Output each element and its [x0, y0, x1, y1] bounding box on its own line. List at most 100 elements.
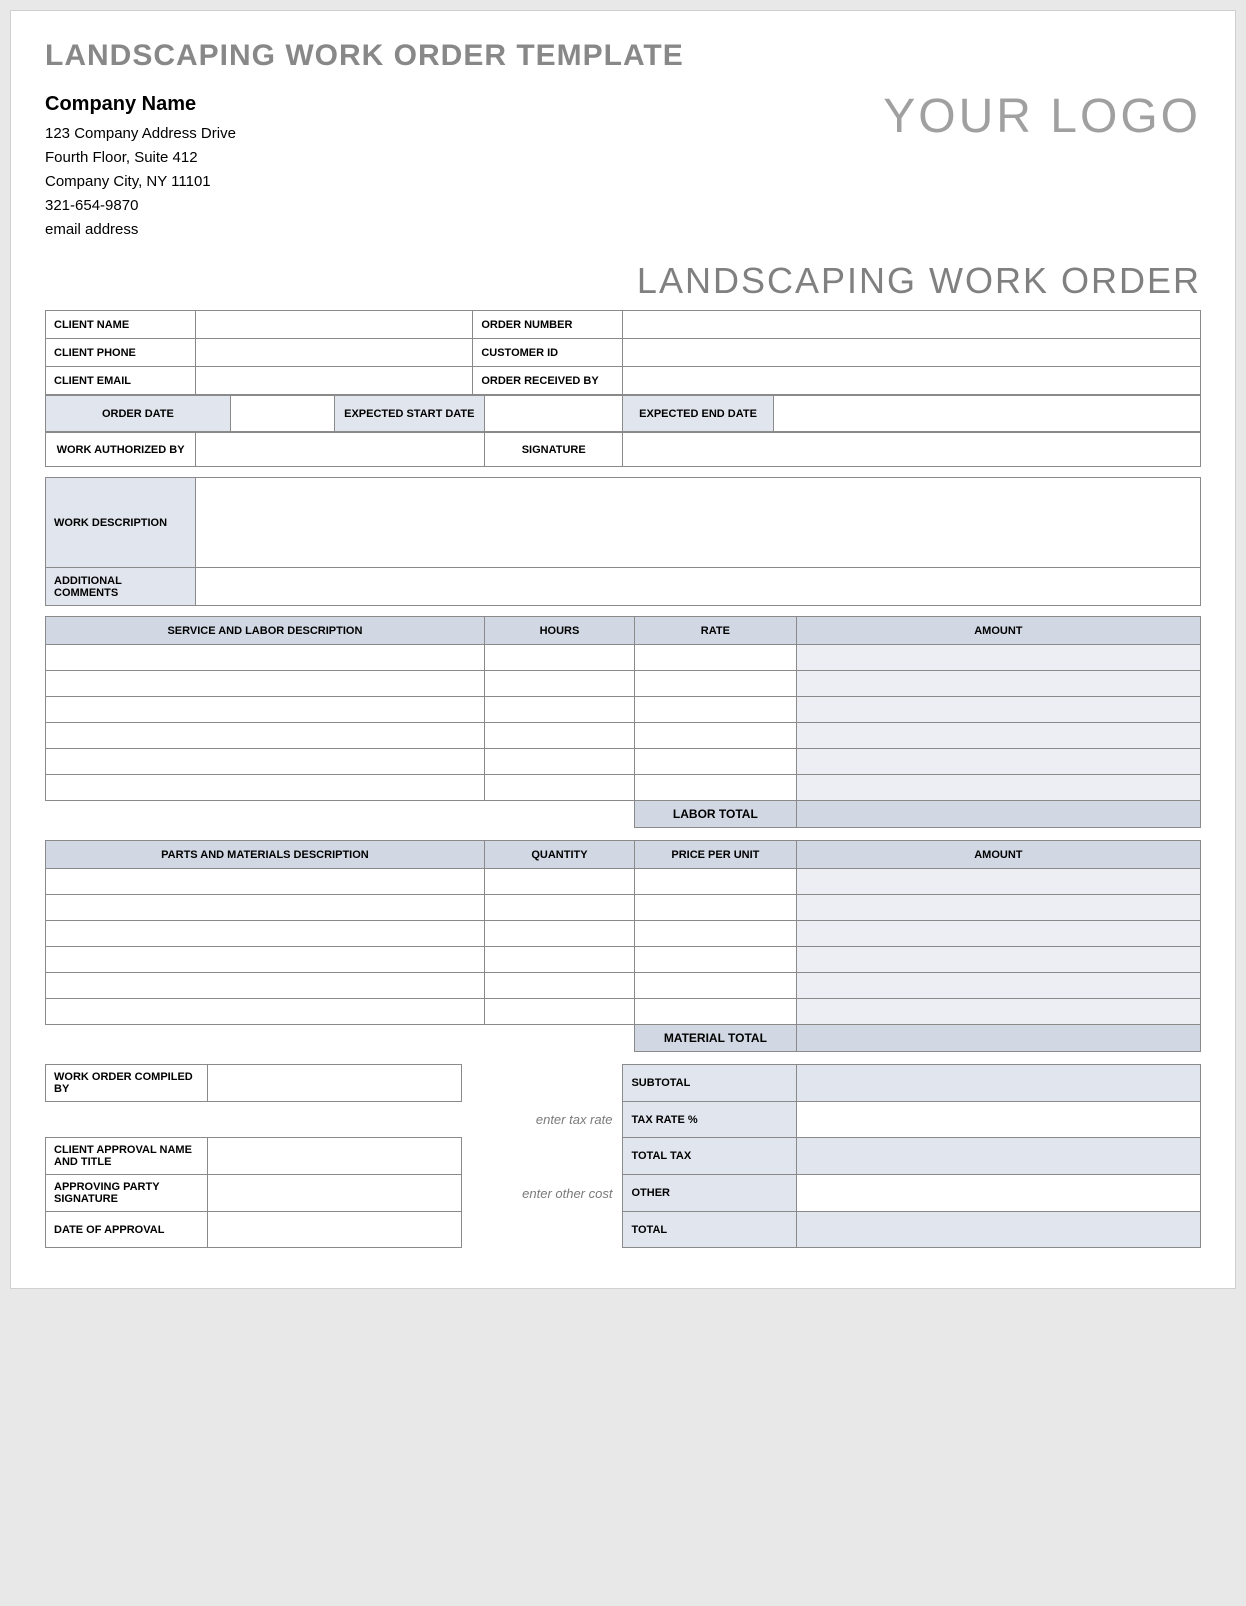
material-qty[interactable] [484, 973, 634, 999]
company-city: Company City, NY 11101 [45, 170, 236, 194]
value-labor-total [796, 801, 1200, 828]
labor-table: SERVICE AND LABOR DESCRIPTION HOURS RATE… [45, 616, 1201, 828]
material-qty[interactable] [484, 895, 634, 921]
labor-desc[interactable] [46, 775, 485, 801]
material-price[interactable] [635, 973, 797, 999]
labor-hours[interactable] [484, 671, 634, 697]
header-service-labor: SERVICE AND LABOR DESCRIPTION [46, 617, 485, 645]
label-tax-rate: TAX RATE % [623, 1102, 796, 1138]
labor-amount[interactable] [796, 775, 1200, 801]
material-amount[interactable] [796, 999, 1200, 1025]
labor-amount[interactable] [796, 671, 1200, 697]
labor-hours[interactable] [484, 645, 634, 671]
value-compiled-by[interactable] [207, 1065, 461, 1102]
material-qty[interactable] [484, 947, 634, 973]
labor-amount[interactable] [796, 697, 1200, 723]
header-price-per-unit: PRICE PER UNIT [635, 841, 797, 869]
material-qty[interactable] [484, 869, 634, 895]
value-order-received-by[interactable] [623, 367, 1201, 395]
material-price[interactable] [635, 869, 797, 895]
labor-desc[interactable] [46, 671, 485, 697]
material-amount[interactable] [796, 869, 1200, 895]
material-price[interactable] [635, 999, 797, 1025]
spacer-cell [461, 1065, 623, 1102]
value-other[interactable] [796, 1175, 1200, 1212]
header-amount: AMOUNT [796, 617, 1200, 645]
value-expected-end[interactable] [773, 396, 1200, 432]
value-client-phone[interactable] [196, 339, 473, 367]
label-compiled-by: WORK ORDER COMPILED BY [46, 1065, 208, 1102]
material-desc[interactable] [46, 973, 485, 999]
value-order-number[interactable] [623, 311, 1201, 339]
label-total: TOTAL [623, 1212, 796, 1248]
material-desc[interactable] [46, 895, 485, 921]
label-labor-total: LABOR TOTAL [635, 801, 797, 828]
header-parts-materials: PARTS AND MATERIALS DESCRIPTION [46, 841, 485, 869]
document-page: LANDSCAPING WORK ORDER TEMPLATE Company … [10, 10, 1236, 1289]
value-approving-signature[interactable] [207, 1175, 461, 1212]
labor-amount[interactable] [796, 723, 1200, 749]
material-desc[interactable] [46, 869, 485, 895]
company-email: email address [45, 218, 236, 242]
value-additional-comments[interactable] [196, 568, 1201, 606]
value-client-approval[interactable] [207, 1138, 461, 1175]
doc-title: LANDSCAPING WORK ORDER [45, 260, 1201, 302]
material-price[interactable] [635, 895, 797, 921]
labor-desc[interactable] [46, 723, 485, 749]
label-client-approval: CLIENT APPROVAL NAME AND TITLE [46, 1138, 208, 1175]
material-qty[interactable] [484, 921, 634, 947]
dates-table: ORDER DATE EXPECTED START DATE EXPECTED … [45, 395, 1201, 432]
label-material-total: MATERIAL TOTAL [635, 1025, 797, 1052]
labor-rate[interactable] [635, 671, 797, 697]
labor-rate[interactable] [635, 723, 797, 749]
value-total-tax [796, 1138, 1200, 1175]
labor-desc[interactable] [46, 645, 485, 671]
material-amount[interactable] [796, 895, 1200, 921]
material-desc[interactable] [46, 921, 485, 947]
header-hours: HOURS [484, 617, 634, 645]
labor-rate[interactable] [635, 645, 797, 671]
label-client-email: CLIENT EMAIL [46, 367, 196, 395]
label-client-phone: CLIENT PHONE [46, 339, 196, 367]
material-amount[interactable] [796, 921, 1200, 947]
label-date-approval: DATE OF APPROVAL [46, 1212, 208, 1248]
value-work-authorized-by[interactable] [196, 433, 485, 467]
auth-table: WORK AUTHORIZED BY SIGNATURE [45, 432, 1201, 467]
value-date-approval[interactable] [207, 1212, 461, 1248]
labor-amount[interactable] [796, 645, 1200, 671]
value-tax-rate[interactable] [796, 1102, 1200, 1138]
labor-rows [46, 645, 1201, 801]
value-client-email[interactable] [196, 367, 473, 395]
labor-desc[interactable] [46, 749, 485, 775]
material-price[interactable] [635, 947, 797, 973]
material-qty[interactable] [484, 999, 634, 1025]
labor-hours[interactable] [484, 723, 634, 749]
company-name: Company Name [45, 93, 236, 116]
labor-rate[interactable] [635, 749, 797, 775]
company-address1: 123 Company Address Drive [45, 122, 236, 146]
labor-rate[interactable] [635, 775, 797, 801]
value-work-description[interactable] [196, 478, 1201, 568]
label-approving-signature: APPROVING PARTY SIGNATURE [46, 1175, 208, 1212]
value-order-date[interactable] [230, 396, 334, 432]
value-client-name[interactable] [196, 311, 473, 339]
value-signature[interactable] [623, 433, 1201, 467]
labor-desc[interactable] [46, 697, 485, 723]
info-table: CLIENT NAME ORDER NUMBER CLIENT PHONE CU… [45, 310, 1201, 395]
label-client-name: CLIENT NAME [46, 311, 196, 339]
material-amount[interactable] [796, 973, 1200, 999]
label-work-description: WORK DESCRIPTION [46, 478, 196, 568]
labor-hours[interactable] [484, 775, 634, 801]
label-expected-end: EXPECTED END DATE [623, 396, 773, 432]
material-amount[interactable] [796, 947, 1200, 973]
labor-rate[interactable] [635, 697, 797, 723]
value-customer-id[interactable] [623, 339, 1201, 367]
logo-placeholder: YOUR LOGO [883, 89, 1201, 144]
labor-amount[interactable] [796, 749, 1200, 775]
labor-hours[interactable] [484, 697, 634, 723]
material-price[interactable] [635, 921, 797, 947]
material-desc[interactable] [46, 999, 485, 1025]
material-desc[interactable] [46, 947, 485, 973]
value-expected-start[interactable] [484, 396, 623, 432]
labor-hours[interactable] [484, 749, 634, 775]
